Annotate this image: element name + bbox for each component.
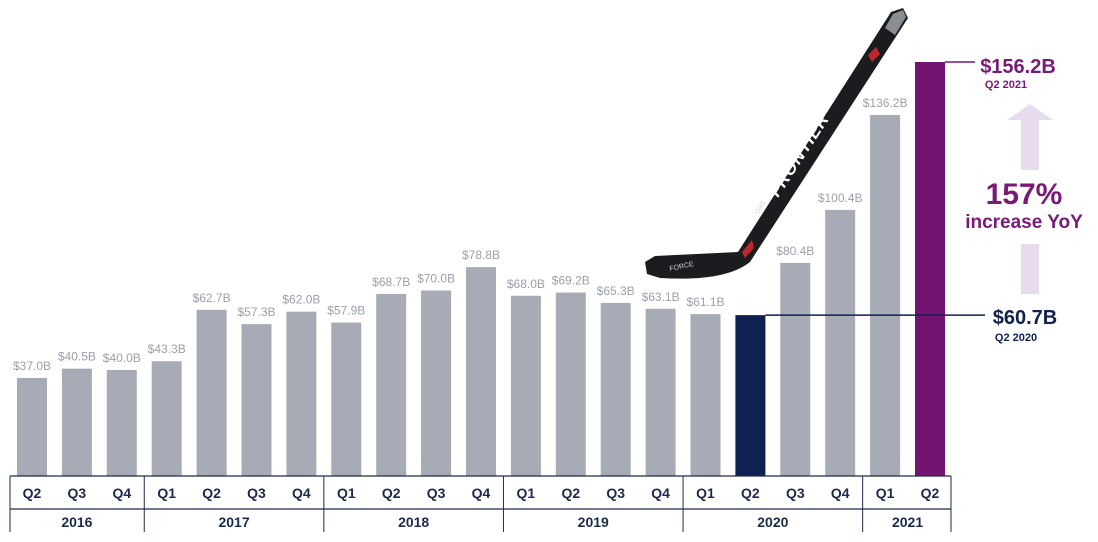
bar-value-label: $68.7B	[372, 275, 410, 289]
bar-value-label: $40.0B	[103, 351, 141, 365]
x-axis: 2016 2017 2018 2019 2020 2021 Q2 Q3 Q4 Q1 Q2 Q3 Q4 Q1…	[9, 475, 952, 532]
year-label: 2020	[757, 514, 788, 530]
bar	[510, 295, 541, 476]
bar	[286, 311, 317, 476]
year-label: 2021	[892, 514, 923, 530]
bar	[421, 290, 452, 476]
quarter-tick-label: Q1	[157, 485, 176, 501]
bar	[690, 314, 721, 476]
quarter-tick-label: Q2	[921, 485, 940, 501]
quarter-tick-label: Q2	[23, 485, 42, 501]
quarter-tick-label: Q4	[831, 485, 850, 501]
bar-value-label: $80.4B	[776, 244, 814, 258]
growth-arrow-icon	[1007, 104, 1053, 294]
growth-percent: 157%	[986, 178, 1063, 211]
stick-brand-label: FRONTIER	[765, 110, 833, 200]
bar	[825, 209, 856, 476]
bar-value-label: $43.3B	[148, 342, 186, 356]
quarter-tick-label: Q1	[696, 485, 715, 501]
callout-top-sub: Q2 2021	[985, 79, 1027, 91]
year-label: 2017	[218, 514, 249, 530]
bar-value-label: $57.3B	[237, 305, 275, 319]
quarter-tick-label: Q3	[68, 485, 87, 501]
bar-value-label: $63.1B	[642, 290, 680, 304]
callout-bottom: $60.7B Q2 2020	[765, 307, 1057, 344]
callout-top-value: $156.2B	[980, 56, 1056, 78]
quarter-tick-label: Q1	[337, 485, 356, 501]
quarter-tick-label: Q1	[517, 485, 536, 501]
bar-value-label: $62.0B	[282, 293, 320, 307]
bar-value-label: $70.0B	[417, 271, 455, 285]
quarter-tick-label: Q2	[202, 485, 221, 501]
bar-value-label: $65.3B	[597, 284, 635, 298]
bar-value-label: $57.9B	[327, 304, 365, 318]
quarter-tick-label: Q2	[741, 485, 760, 501]
quarter-tick-label: Q3	[427, 485, 446, 501]
bar	[466, 267, 496, 476]
bar-value-label: $100.4B	[818, 191, 863, 205]
bar	[600, 302, 631, 476]
bar	[241, 324, 272, 476]
callout-bottom-sub: Q2 2020	[995, 332, 1037, 344]
quarter-tick-label: Q1	[876, 485, 895, 501]
bar-value-label: $136.2B	[863, 96, 908, 110]
bar	[17, 377, 47, 476]
quarter-tick-label: Q4	[292, 485, 311, 501]
bar	[106, 369, 137, 476]
callout-bottom-value: $60.7B	[993, 307, 1058, 329]
quarter-tick-label: Q2	[561, 485, 580, 501]
quarter-tick-label: Q3	[606, 485, 625, 501]
growth-callout: 157% increase YoY	[965, 178, 1083, 233]
quarter-tick-label: Q4	[112, 485, 131, 501]
year-label: 2016	[61, 514, 92, 530]
quarter-tick-label: Q4	[651, 485, 670, 501]
growth-text: increase YoY	[965, 212, 1083, 233]
hockey-stick-icon: FRONTIER FORCE QR5	[645, 8, 908, 279]
bar	[196, 309, 227, 476]
quarter-tick-label: Q4	[472, 485, 491, 501]
bar-value-label: $40.5B	[58, 350, 96, 364]
bar-value-label: $61.1B	[686, 295, 724, 309]
bar	[735, 315, 766, 476]
bar-value-label: $69.2B	[552, 274, 590, 288]
quarter-tick-label: Q3	[247, 485, 266, 501]
bar	[645, 308, 676, 476]
bar-value-label: $78.8B	[462, 248, 500, 262]
bar	[915, 62, 945, 476]
quarter-tick-label: Q2	[382, 485, 401, 501]
bars-group: $37.0B $40.5B $40.0B $43.3B $62.7B $57.3B $62.…	[13, 62, 945, 476]
year-label: 2019	[578, 514, 609, 530]
quarter-tick-label: Q3	[786, 485, 805, 501]
bar-value-label: $68.0B	[507, 277, 545, 291]
bar	[151, 361, 182, 476]
bar	[376, 293, 407, 476]
bar	[870, 115, 901, 476]
bar-value-label: $62.7B	[193, 291, 231, 305]
bar	[61, 368, 92, 476]
bar	[780, 262, 811, 476]
callout-top: $156.2B Q2 2021	[945, 56, 1056, 91]
bar	[331, 322, 362, 476]
bar	[555, 292, 586, 476]
bar-value-label: $37.0B	[13, 359, 51, 373]
year-label: 2018	[398, 514, 429, 530]
